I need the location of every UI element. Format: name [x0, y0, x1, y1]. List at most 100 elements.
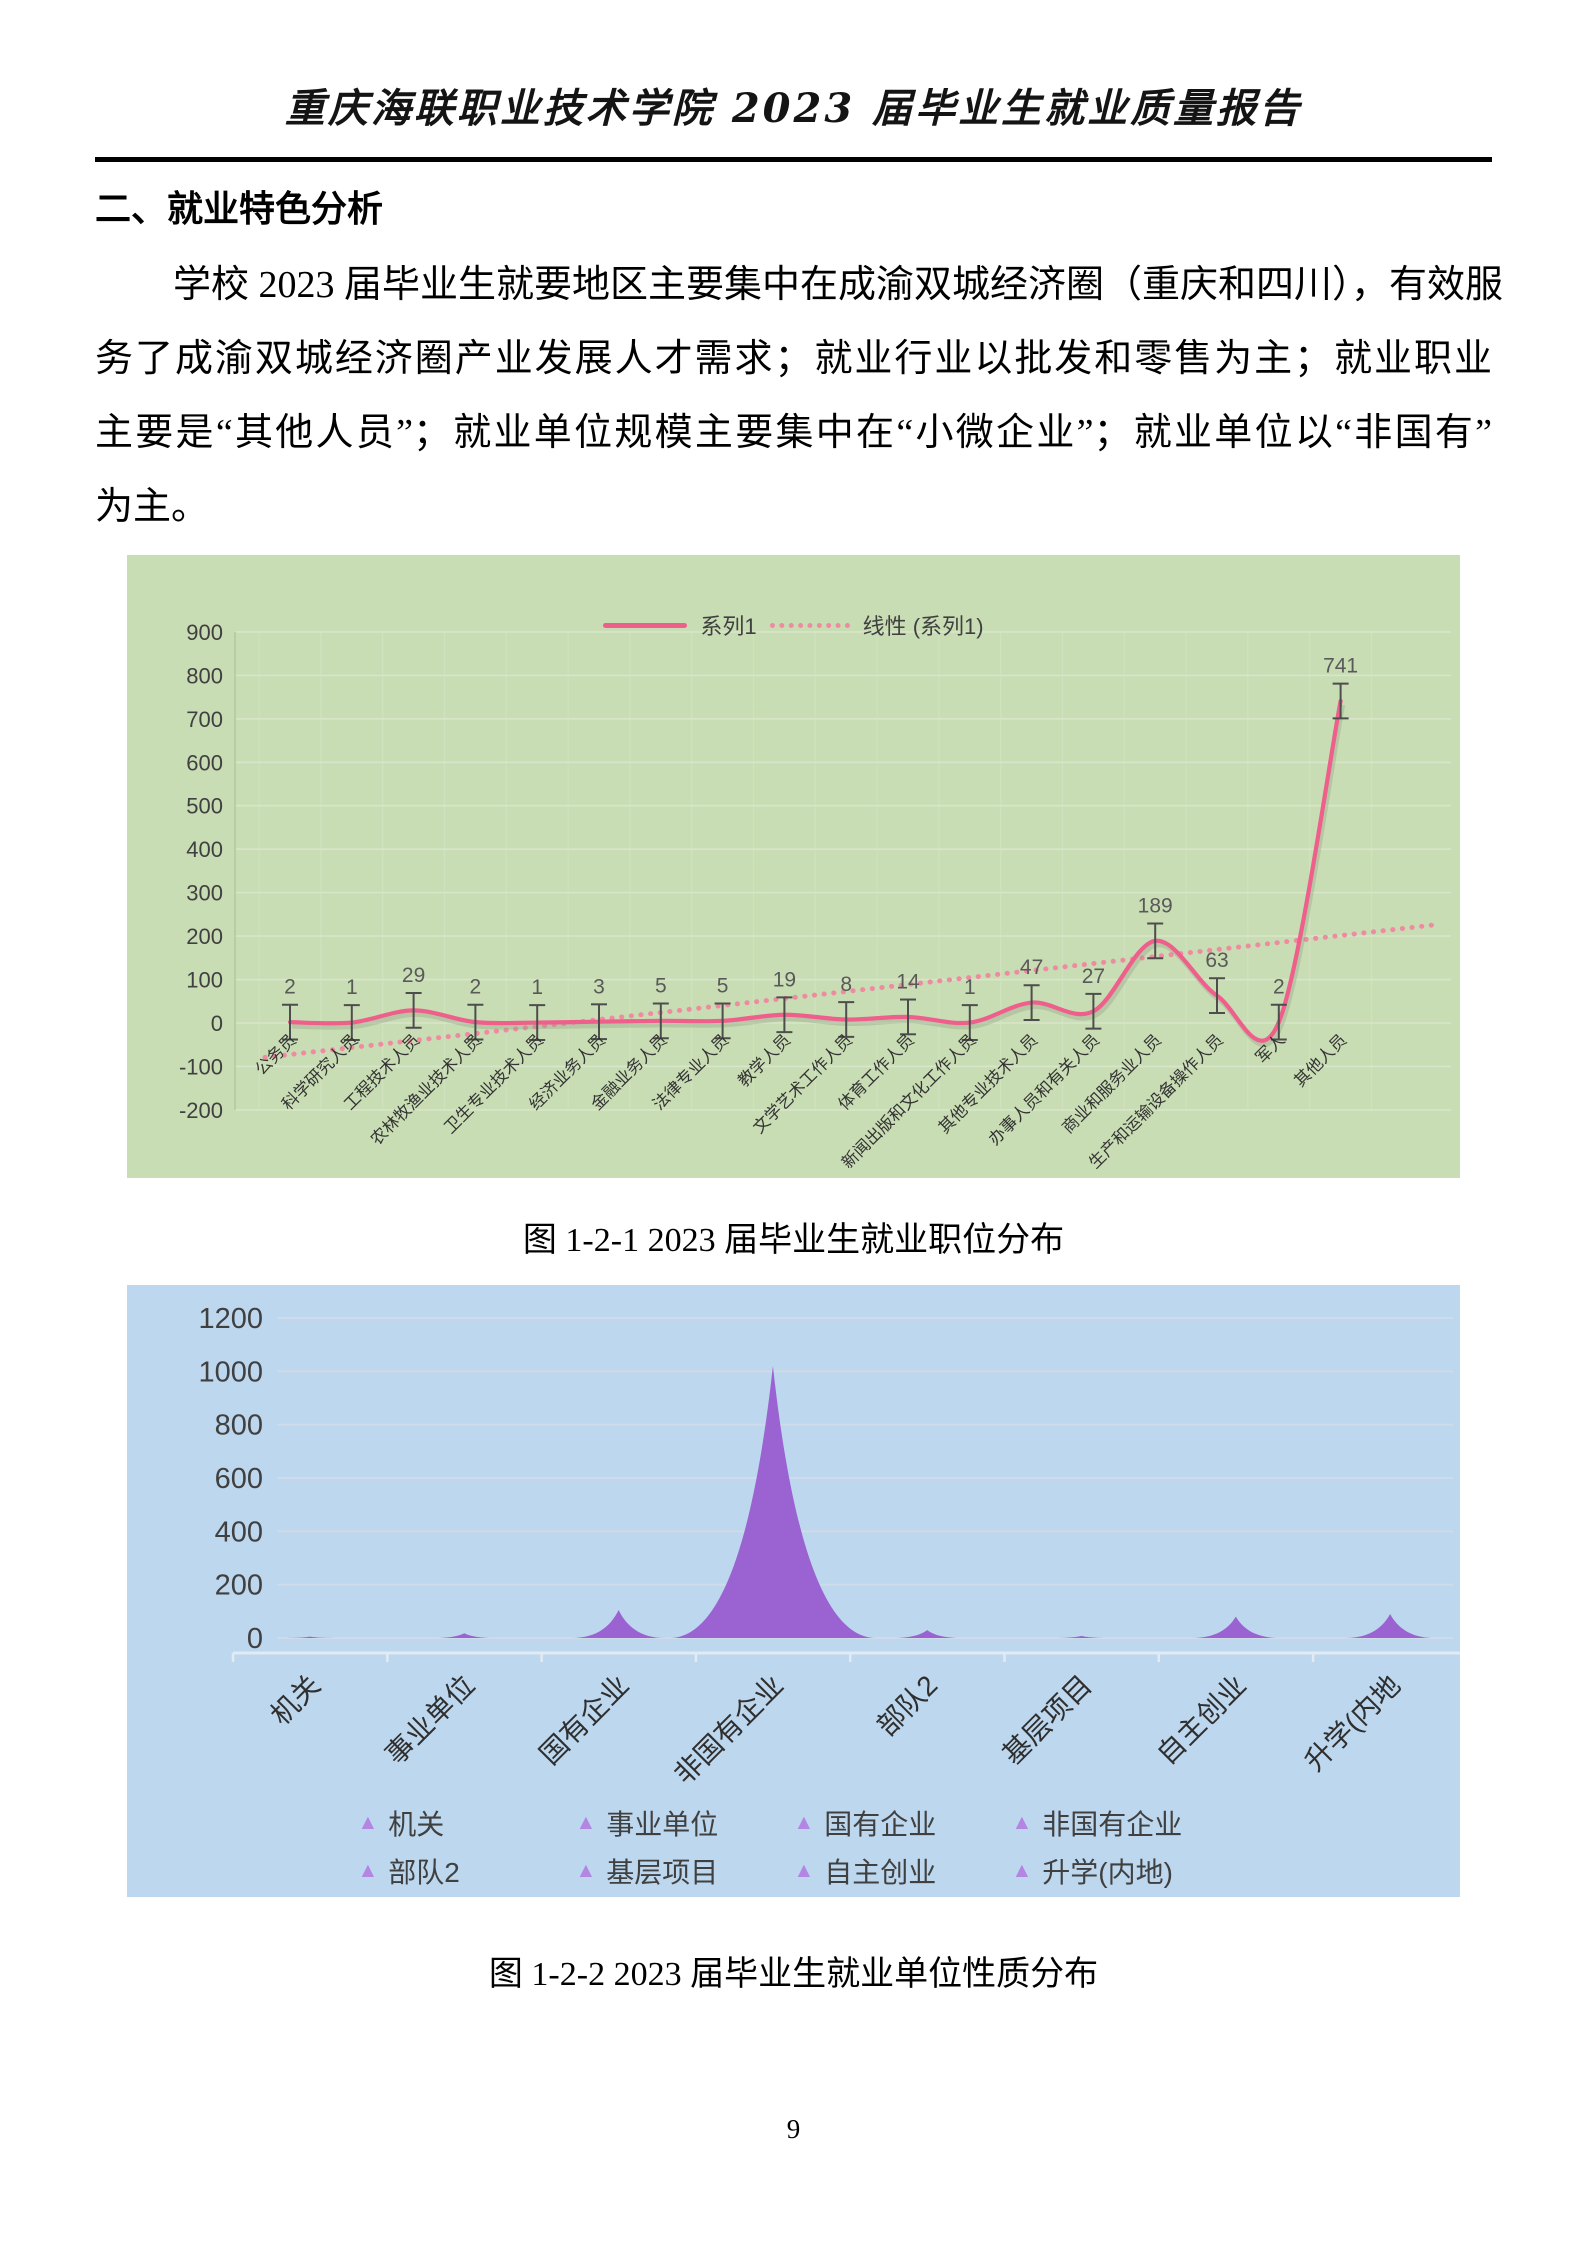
svg-text:741: 741 — [1323, 655, 1358, 678]
svg-text:2: 2 — [284, 976, 296, 999]
triangle-marker-icon: ▲ — [1011, 1859, 1033, 1882]
paragraph-line: 主要是“其他人员”；就业单位规模主要集中在“小微企业”；就业单位以“非国有” — [95, 412, 1492, 454]
svg-text:600: 600 — [186, 750, 223, 775]
triangle-marker-icon: ▲ — [357, 1859, 379, 1882]
triangle-marker-icon: ▲ — [793, 1811, 815, 1834]
svg-text:3: 3 — [593, 975, 605, 998]
svg-text:5: 5 — [717, 974, 729, 997]
legend-item-label: 部队2 — [388, 1857, 460, 1888]
triangle-marker-icon: ▲ — [575, 1859, 597, 1882]
svg-text:机关: 机关 — [265, 1669, 327, 1731]
svg-text:2: 2 — [470, 976, 482, 999]
legend-item: ▲ 国有企业 — [794, 1803, 1012, 1843]
svg-text:27: 27 — [1082, 965, 1105, 988]
svg-text:100: 100 — [186, 968, 223, 993]
svg-text:5: 5 — [655, 974, 667, 997]
legend-item: ▲ 事业单位 — [576, 1803, 794, 1843]
svg-text:0: 0 — [211, 1011, 223, 1036]
svg-text:900: 900 — [186, 620, 223, 645]
svg-text:14: 14 — [896, 971, 920, 994]
svg-text:其他人员: 其他人员 — [1290, 1030, 1350, 1090]
area-spikes — [284, 1366, 1435, 1638]
svg-text:0: 0 — [247, 1623, 263, 1655]
chart2-gridlines: 0 200 400 600 800 1000 1200 — [198, 1303, 1460, 1662]
page-header-title: 重庆海联职业技术学院 2023 届毕业生就业质量报告 — [284, 85, 1303, 132]
svg-text:1000: 1000 — [198, 1356, 263, 1388]
svg-text:基层项目: 基层项目 — [997, 1669, 1098, 1770]
legend-item: ▲ 机关 — [358, 1803, 576, 1843]
svg-text:400: 400 — [186, 837, 223, 862]
svg-text:军人: 军人 — [1252, 1030, 1289, 1067]
body-paragraph: 学校 2023 届毕业生就要地区主要集中在成渝双城经济圈（重庆和四川），有效服 … — [95, 248, 1504, 544]
legend-item: ▲ 升学(内地) — [1012, 1851, 1230, 1891]
svg-text:200: 200 — [186, 924, 223, 949]
svg-text:500: 500 — [186, 794, 223, 819]
svg-text:400: 400 — [215, 1516, 263, 1548]
svg-text:1: 1 — [964, 976, 976, 999]
unit-nature-area-chart: 0 200 400 600 800 1000 1200 机关 事业单位 国有企业 非国有企业 部队2 基… — [198, 1303, 1460, 1790]
legend-item-label: 事业单位 — [606, 1809, 719, 1840]
svg-text:200: 200 — [215, 1570, 263, 1602]
data-labels: 2 1 29 2 1 3 5 5 19 8 14 1 47 27 189 63 2 741 — [284, 655, 1358, 1000]
legend-item: ▲ 基层项目 — [576, 1851, 794, 1891]
svg-text:1200: 1200 — [198, 1303, 263, 1335]
trendline-sample — [769, 622, 850, 628]
legend-item-label: 国有企业 — [824, 1809, 937, 1840]
svg-text:-100: -100 — [179, 1054, 223, 1079]
svg-text:升学(内地: 升学(内地 — [1299, 1669, 1407, 1777]
svg-text:63: 63 — [1205, 949, 1228, 972]
chart2-legend: ▲ 机关 ▲ 事业单位 ▲ 国有企业 ▲ 非国有企业 ▲ 部队2 ▲ 基层项目 ▲ 自主创业 ▲ 升学(内地) — [127, 1803, 1460, 1891]
svg-text:600: 600 — [215, 1463, 263, 1495]
header-divider-rule — [95, 157, 1492, 162]
chart1-gridlines: -200 -100 0 100 200 300 400 500 600 700 800 900 — [179, 620, 1451, 1123]
legend-item-label: 非国有企业 — [1042, 1809, 1183, 1840]
position-distribution-chart-panel: -200 -100 0 100 200 300 400 500 600 700 800 900 2 1 29… — [127, 555, 1460, 1178]
svg-text:-200: -200 — [179, 1098, 223, 1123]
legend-item-label: 自主创业 — [824, 1857, 937, 1888]
svg-text:700: 700 — [186, 707, 223, 732]
triangle-marker-icon: ▲ — [575, 1811, 597, 1834]
svg-text:自主创业: 自主创业 — [1151, 1669, 1252, 1770]
figure-caption-2: 图 1-2-2 2023 届毕业生就业单位性质分布 — [488, 1956, 1099, 1993]
figure-caption-1: 图 1-2-1 2023 届毕业生就业职位分布 — [522, 1222, 1065, 1259]
chart1-legend: 系列1 线性 (系列1) — [127, 609, 1460, 641]
svg-text:教学人员: 教学人员 — [734, 1030, 794, 1090]
section-heading: 二、就业特色分析 — [95, 188, 384, 229]
paragraph-line: 为主。 — [95, 486, 210, 528]
category-labels: 机关 事业单位 国有企业 非国有企业 部队2 基层项目 自主创业 升学(内地 — [265, 1669, 1407, 1790]
unit-nature-chart-panel: 0 200 400 600 800 1000 1200 机关 事业单位 国有企业 非国有企业 部队2 基… — [127, 1285, 1460, 1897]
paragraph-line: 务了成渝双城经济圈产业发展人才需求；就业行业以批发和零售为主；就业职业 — [95, 338, 1492, 380]
paragraph-line: 学校 2023 届毕业生就要地区主要集中在成渝双城经济圈（重庆和四川），有效服 — [173, 264, 1504, 306]
trendline — [262, 921, 1442, 1060]
svg-text:部队2: 部队2 — [871, 1669, 944, 1742]
triangle-marker-icon: ▲ — [793, 1859, 815, 1882]
svg-text:2: 2 — [1273, 976, 1285, 999]
triangle-marker-icon: ▲ — [1011, 1811, 1033, 1834]
svg-text:19: 19 — [773, 968, 796, 991]
series-legend-label: 系列1 — [700, 614, 757, 639]
legend-item-label: 升学(内地) — [1042, 1857, 1173, 1888]
legend-item: ▲ 部队2 — [358, 1851, 576, 1891]
svg-text:800: 800 — [186, 663, 223, 688]
svg-text:国有企业: 国有企业 — [534, 1669, 635, 1770]
svg-text:1: 1 — [531, 976, 543, 999]
page-number: 9 — [786, 2114, 801, 2144]
svg-text:8: 8 — [840, 973, 852, 996]
legend-item: ▲ 自主创业 — [794, 1851, 1012, 1891]
triangle-marker-icon: ▲ — [357, 1811, 379, 1834]
svg-text:非国有企业: 非国有企业 — [668, 1669, 789, 1790]
svg-text:农林牧渔业技术人员: 农林牧渔业技术人员 — [367, 1030, 485, 1148]
svg-text:47: 47 — [1020, 956, 1043, 979]
series-line-sample — [603, 622, 688, 628]
legend-item-label: 基层项目 — [606, 1857, 719, 1888]
position-distribution-line-chart: -200 -100 0 100 200 300 400 500 600 700 800 900 2 1 29… — [179, 620, 1451, 1172]
svg-text:事业单位: 事业单位 — [379, 1669, 480, 1770]
legend-item-label: 机关 — [388, 1809, 445, 1840]
svg-text:189: 189 — [1138, 894, 1173, 917]
svg-text:1: 1 — [346, 976, 358, 999]
svg-text:29: 29 — [402, 964, 425, 987]
svg-text:800: 800 — [215, 1410, 263, 1442]
svg-text:300: 300 — [186, 881, 223, 906]
svg-text:办事人员和有关人员: 办事人员和有关人员 — [985, 1030, 1103, 1148]
